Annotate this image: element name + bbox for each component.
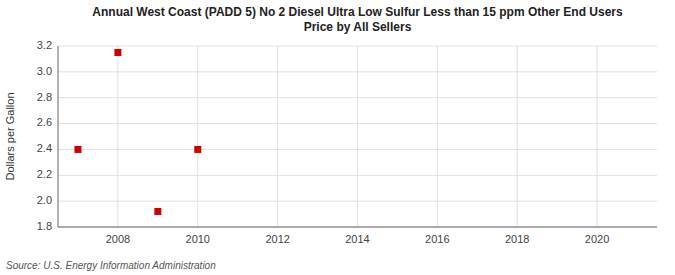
title: Annual West Coast (PADD 5) No 2 Diesel U… (92, 5, 623, 34)
x-tick-label: 2020 (585, 233, 609, 245)
page: {"chart_data": {"type": "scatter", "titl… (0, 0, 675, 275)
chart-container: 1.8 2.0 2.2 2.4 2.6 2.8 3.0 3.2 2008 2010 2012 2014… (0, 0, 675, 275)
grid (58, 46, 657, 227)
axes: 1.8 2.0 2.2 2.4 2.6 2.8 3.0 3.2 2008 2010 2012 2014… (37, 39, 657, 245)
point (74, 146, 81, 153)
y-tick-label: 2.0 (37, 194, 52, 206)
title-line: Annual West Coast (PADD 5) No 2 Diesel U… (92, 5, 623, 19)
y-tick-label: 1.8 (37, 220, 52, 232)
source: Source: U.S. Energy Information Administ… (6, 260, 216, 271)
x-axis-line (58, 227, 657, 228)
marks (74, 49, 201, 215)
x-grid-line (597, 46, 598, 227)
x-grid-line (357, 46, 358, 227)
x-tick-label: 2014 (345, 233, 369, 245)
point (154, 208, 161, 215)
point (114, 49, 121, 56)
x-grid-line (277, 46, 278, 227)
x-grid-line (197, 46, 198, 227)
x-tick-label: 2012 (265, 233, 289, 245)
x-tick-label: 2016 (425, 233, 449, 245)
point (194, 146, 201, 153)
y-tick-label: 3.2 (37, 39, 52, 51)
y-axis-label: Dollars per Gallon (4, 92, 16, 180)
y-tick-label: 2.8 (37, 91, 52, 103)
y-tick-label: 2.6 (37, 116, 52, 128)
y-tick-label: 3.0 (37, 65, 52, 77)
chart-svg: 1.8 2.0 2.2 2.4 2.6 2.8 3.0 3.2 2008 2010 2012 2014… (0, 0, 675, 275)
y-grid-line (58, 227, 657, 228)
title-line: Price by All Sellers (304, 20, 412, 34)
x-tick-label: 2008 (106, 233, 130, 245)
y-tick-label: 2.4 (37, 142, 52, 154)
x-tick-label: 2010 (186, 233, 210, 245)
x-tick-label: 2018 (505, 233, 529, 245)
x-grid-line (517, 46, 518, 227)
x-grid-line (437, 46, 438, 227)
x-grid-line (117, 46, 118, 227)
y-axis-line (58, 46, 59, 227)
y-tick-label: 2.2 (37, 168, 52, 180)
